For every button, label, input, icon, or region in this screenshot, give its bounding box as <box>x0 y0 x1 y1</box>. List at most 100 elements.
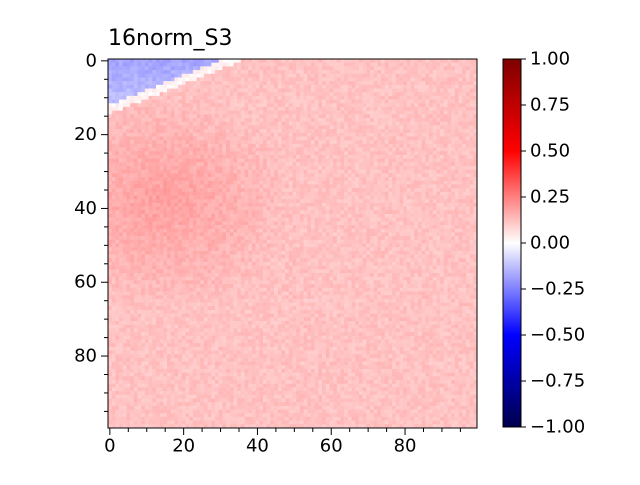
heatmap-cell <box>108 217 112 222</box>
heatmap-cell <box>399 121 404 126</box>
heatmap-cell <box>381 143 386 148</box>
heatmap-cell <box>440 140 445 145</box>
heatmap-cell <box>473 140 478 145</box>
heatmap-cell <box>141 88 146 93</box>
heatmap-cell <box>406 81 411 86</box>
heatmap-cell <box>425 173 430 178</box>
heatmap-cell <box>432 158 437 163</box>
heatmap-cell <box>399 169 404 174</box>
heatmap-cell <box>436 77 441 82</box>
heatmap-cell <box>340 173 345 178</box>
heatmap-cell <box>237 225 242 230</box>
heatmap-cell <box>443 239 448 244</box>
heatmap-cell <box>262 228 267 233</box>
heatmap-cell <box>163 162 168 167</box>
heatmap-cell <box>141 221 146 226</box>
heatmap-cell <box>207 225 212 230</box>
heatmap-cell <box>259 132 264 137</box>
heatmap-cell <box>473 166 478 170</box>
heatmap-cell <box>189 84 194 89</box>
heatmap-cell <box>454 236 459 241</box>
heatmap-cell <box>200 136 205 141</box>
heatmap-cell <box>458 206 463 211</box>
heatmap-cell <box>244 129 249 134</box>
heatmap-cell <box>288 95 293 100</box>
heatmap-cell <box>111 62 116 67</box>
heatmap-cell <box>403 103 408 108</box>
heatmap-cell <box>307 169 312 174</box>
heatmap-cell <box>392 184 397 189</box>
heatmap-cell <box>454 121 459 126</box>
heatmap-cell <box>388 158 393 163</box>
heatmap-cell <box>318 103 323 108</box>
heatmap-cell <box>222 95 227 100</box>
heatmap-cell <box>292 191 297 196</box>
heatmap-cell <box>266 66 271 71</box>
heatmap-cell <box>288 62 293 67</box>
heatmap-cell <box>292 143 297 148</box>
heatmap-cell <box>458 236 463 241</box>
heatmap-cell <box>322 99 327 104</box>
heatmap-cell <box>388 110 393 115</box>
heatmap-cell <box>414 206 419 211</box>
heatmap-cell <box>122 221 127 226</box>
heatmap-cell <box>318 232 323 237</box>
heatmap-cell <box>447 129 452 134</box>
heatmap-cell <box>432 191 437 196</box>
heatmap-cell <box>307 228 312 233</box>
heatmap-cell <box>462 77 467 82</box>
heatmap-cell <box>395 70 400 75</box>
heatmap-cell <box>310 59 315 63</box>
heatmap-cell <box>126 106 131 111</box>
heatmap-cell <box>333 118 338 123</box>
heatmap-cell <box>299 114 304 119</box>
heatmap-cell <box>322 125 327 130</box>
heatmap-cell <box>207 162 212 167</box>
heatmap-cell <box>421 92 426 97</box>
heatmap-cell <box>170 232 175 237</box>
heatmap-cell <box>458 210 463 215</box>
heatmap-cell <box>318 206 323 211</box>
heatmap-cell <box>473 221 478 226</box>
heatmap-cell <box>369 154 374 159</box>
heatmap-cell <box>218 99 223 104</box>
heatmap-cell <box>185 143 190 148</box>
heatmap-cell <box>233 62 238 67</box>
heatmap-cell <box>451 162 456 167</box>
heatmap-cell <box>440 129 445 134</box>
heatmap-cell <box>237 162 242 167</box>
heatmap-cell <box>189 66 194 71</box>
heatmap-cell <box>329 99 334 104</box>
heatmap-cell <box>443 88 448 93</box>
heatmap-cell <box>274 77 279 82</box>
heatmap-cell <box>440 188 445 193</box>
heatmap-cell <box>181 184 186 189</box>
heatmap-cell <box>119 217 124 222</box>
heatmap-cell <box>189 99 194 104</box>
heatmap-cell <box>296 217 301 222</box>
heatmap-cell <box>152 169 157 174</box>
heatmap-cell <box>108 110 112 115</box>
heatmap-cell <box>270 84 275 89</box>
heatmap-cell <box>148 184 153 189</box>
heatmap-cell <box>196 129 201 134</box>
heatmap-cell <box>399 173 404 178</box>
heatmap-cell <box>196 202 201 207</box>
heatmap-cell <box>355 73 360 78</box>
heatmap-cell <box>425 195 430 200</box>
heatmap-cell <box>384 132 389 137</box>
heatmap-cell <box>333 62 338 67</box>
heatmap-cell <box>340 77 345 82</box>
heatmap-cell <box>185 202 190 207</box>
heatmap-cell <box>314 184 319 189</box>
heatmap-cell <box>454 73 459 78</box>
heatmap-cell <box>155 143 160 148</box>
heatmap-cell <box>108 114 112 119</box>
heatmap-cell <box>296 191 301 196</box>
heatmap-cell <box>141 180 146 185</box>
heatmap-cell <box>281 136 286 141</box>
heatmap-cell <box>170 118 175 123</box>
heatmap-cell <box>429 147 434 152</box>
heatmap-cell <box>469 169 474 174</box>
heatmap-cell <box>144 173 149 178</box>
